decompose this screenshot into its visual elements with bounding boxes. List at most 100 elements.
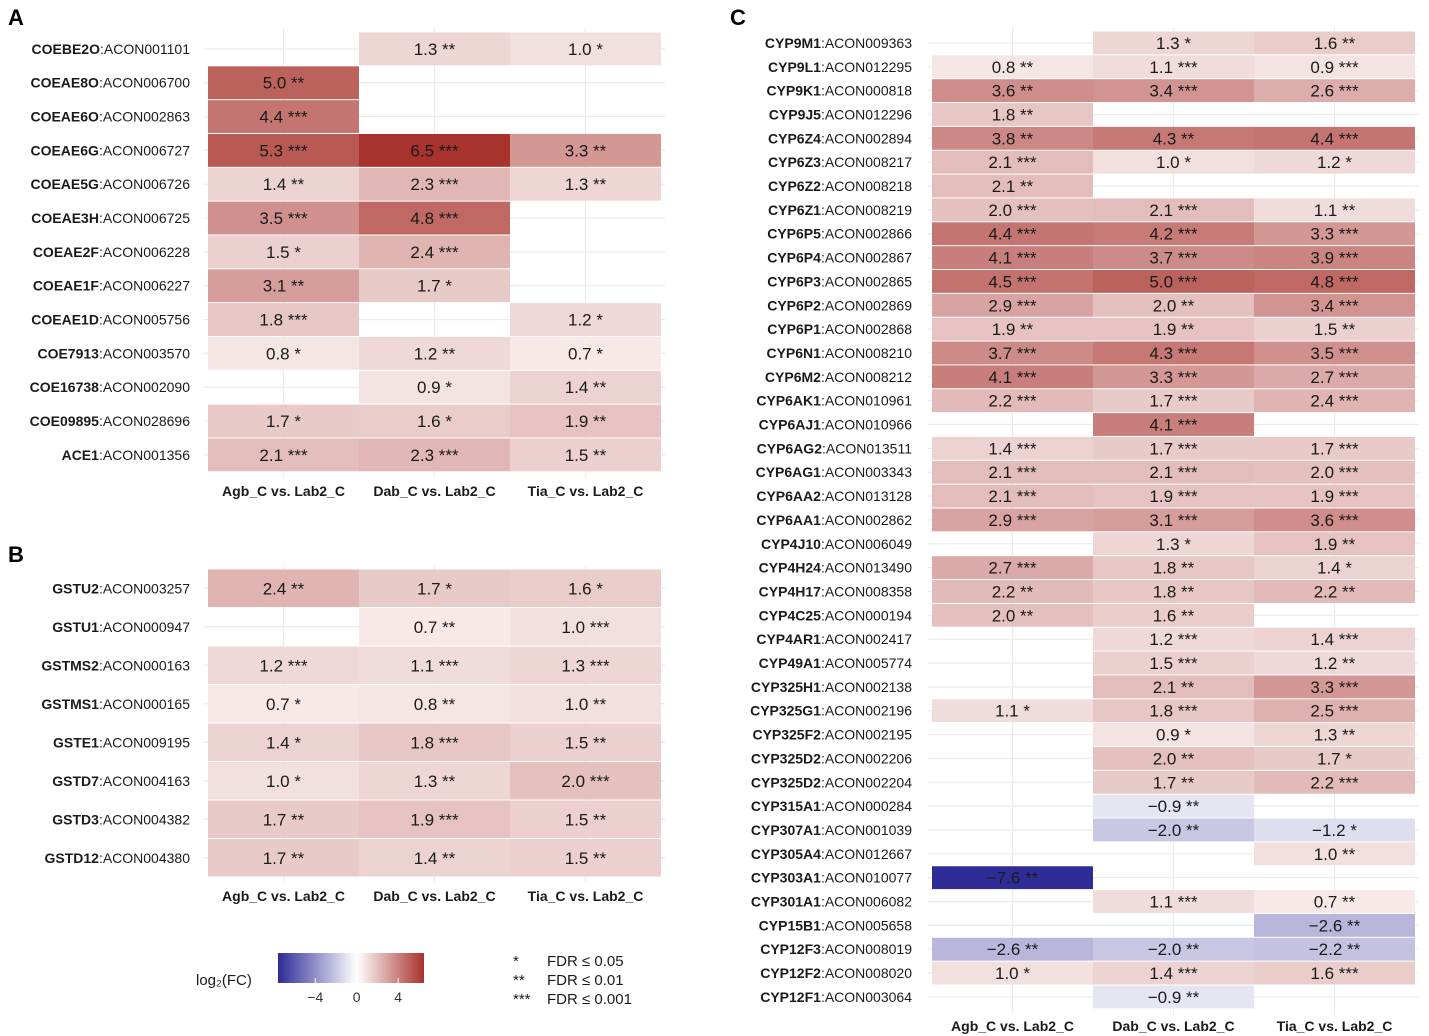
heatmap-row: CYP6Z4:ACON002894 3.8 ** 4.3 ** 4.4 *** bbox=[768, 126, 1415, 150]
cell-value-label: 1.0 ** bbox=[565, 695, 607, 714]
row-label: CYP12F1:ACON003064 bbox=[760, 989, 912, 1005]
cell-value-label: 1.9 ** bbox=[565, 412, 607, 431]
row-label: CYP15B1:ACON005658 bbox=[759, 917, 913, 933]
gene-id: :ACON008212 bbox=[821, 369, 912, 385]
cell-value-label: 1.2 ** bbox=[1314, 654, 1356, 673]
row-label: CYP303A1:ACON010077 bbox=[751, 870, 912, 886]
gene-name: CYP6P5 bbox=[767, 226, 821, 242]
gene-id: :ACON002868 bbox=[821, 321, 912, 337]
heatmap-cell bbox=[359, 235, 510, 269]
cell-value-label: 4.4 *** bbox=[259, 108, 308, 127]
heatmap-cell bbox=[1093, 794, 1254, 818]
gene-id: :ACON002863 bbox=[99, 109, 190, 125]
gene-name: COEAE1D bbox=[31, 312, 99, 328]
gene-name: ACE1 bbox=[62, 447, 100, 463]
gene-id: :ACON003257 bbox=[99, 580, 190, 596]
gene-name: CYP49A1 bbox=[759, 655, 821, 671]
gene-id: :ACON001101 bbox=[100, 41, 190, 57]
heatmap-cell bbox=[932, 293, 1093, 317]
heatmap-cell bbox=[208, 201, 359, 235]
heatmap-cell bbox=[1254, 937, 1415, 961]
gene-name: GSTD12 bbox=[44, 850, 99, 866]
gene-id: :ACON005774 bbox=[821, 655, 912, 671]
cell-value-label: 4.8 *** bbox=[1310, 272, 1359, 291]
row-label: CYP12F3:ACON008019 bbox=[760, 941, 912, 957]
gene-name: COEAE3H bbox=[31, 210, 99, 226]
row-label: CYP4H24:ACON013490 bbox=[759, 560, 913, 576]
panel-label: A bbox=[8, 5, 24, 30]
heatmap-cell bbox=[359, 404, 510, 438]
gene-name: CYP9L1 bbox=[768, 59, 821, 75]
cell-value-label: −2.2 ** bbox=[1309, 940, 1361, 959]
cell-value-label: 2.7 *** bbox=[1310, 368, 1359, 387]
gene-name: CYP301A1 bbox=[751, 894, 821, 910]
gene-id: :ACON006725 bbox=[99, 210, 190, 226]
row-label: CYP307A1:ACON001039 bbox=[751, 822, 912, 838]
row-label: COE7913:ACON003570 bbox=[37, 345, 190, 361]
heatmap-cell bbox=[208, 800, 359, 838]
heatmap-cell bbox=[510, 723, 661, 761]
row-label: CYP6AA2:ACON013128 bbox=[756, 488, 912, 504]
heatmap-cell bbox=[359, 685, 510, 723]
cell-value-label: 1.4 *** bbox=[1149, 964, 1198, 983]
cell-value-label: 1.8 *** bbox=[259, 311, 308, 330]
heatmap-cell bbox=[932, 317, 1093, 341]
heatmap-cell bbox=[1254, 747, 1415, 770]
cell-value-label: 1.4 *** bbox=[988, 439, 1037, 458]
cell-value-label: 0.8 * bbox=[266, 344, 301, 363]
gene-name: CYP4H17 bbox=[759, 583, 821, 599]
heatmap-row: CYP6AJ1:ACON010966 4.1 *** bbox=[759, 413, 1254, 436]
cell-value-label: 5.0 *** bbox=[1149, 272, 1198, 291]
gene-id: :ACON010966 bbox=[821, 417, 912, 433]
heatmap-cell bbox=[1254, 341, 1415, 365]
heatmap-row: CYP6Z1:ACON008219 2.0 *** 2.1 *** 1.1 ** bbox=[768, 198, 1415, 222]
gene-name: CYP6Z3 bbox=[768, 154, 821, 170]
gene-id: :ACON002196 bbox=[821, 703, 912, 719]
heatmap-row: COEAE2F:ACON006228 1.5 * 2.4 *** bbox=[33, 235, 510, 269]
heatmap-cell bbox=[932, 556, 1093, 580]
heatmap-cell bbox=[932, 126, 1093, 150]
heatmap-cell bbox=[1093, 222, 1254, 246]
row-label: COEAE8O:ACON006700 bbox=[30, 75, 190, 91]
gene-name: CYP4AR1 bbox=[756, 631, 821, 647]
heatmap-cell bbox=[932, 198, 1093, 222]
heatmap-cell bbox=[359, 438, 510, 472]
heatmap-cell bbox=[1093, 985, 1254, 1009]
heatmap-cell bbox=[359, 370, 510, 404]
gene-id: :ACON002894 bbox=[821, 130, 912, 146]
heatmap-cell bbox=[1093, 270, 1254, 293]
row-label: CYP6AG2:ACON013511 bbox=[757, 440, 913, 456]
heatmap-cell bbox=[1093, 246, 1254, 269]
heatmap-row: CYP305A4:ACON012667 1.0 ** bbox=[751, 842, 1415, 866]
cell-value-label: 2.1 ** bbox=[1153, 678, 1195, 697]
cell-value-label: 1.9 ** bbox=[1314, 535, 1356, 554]
gene-name: CYP315A1 bbox=[751, 798, 821, 814]
heatmap-cell bbox=[1254, 723, 1415, 746]
gene-id: :ACON001356 bbox=[99, 447, 190, 463]
cell-value-label: −7.6 ** bbox=[987, 869, 1039, 888]
heatmap-row: GSTD12:ACON004380 1.7 ** 1.4 ** 1.5 ** bbox=[44, 839, 661, 877]
heatmap-cell bbox=[1254, 150, 1415, 174]
heatmap-cell bbox=[510, 762, 661, 800]
heatmap-row: GSTD3:ACON004382 1.7 ** 1.9 *** 1.5 ** bbox=[52, 800, 661, 838]
heatmap-cell bbox=[1093, 890, 1254, 913]
significance-stars: ** bbox=[513, 972, 525, 989]
heatmap-row: COE7913:ACON003570 0.8 * 1.2 ** 0.7 * bbox=[37, 336, 661, 370]
significance-label: FDR ≤ 0.05 bbox=[547, 953, 624, 970]
gene-id: :ACON009195 bbox=[99, 734, 190, 750]
cell-value-label: 1.5 ** bbox=[565, 733, 607, 752]
row-label: COEAE6G:ACON006727 bbox=[30, 142, 190, 158]
heatmap-cell bbox=[208, 303, 359, 336]
heatmap-cell bbox=[1254, 532, 1415, 556]
gene-id: :ACON008219 bbox=[821, 202, 912, 218]
cell-value-label: 1.7 *** bbox=[1149, 392, 1198, 411]
heatmap-cell bbox=[1093, 770, 1254, 794]
gene-id: :ACON000284 bbox=[821, 798, 912, 814]
heatmap-cell bbox=[208, 100, 359, 133]
gene-name: CYP325D2 bbox=[751, 774, 821, 790]
heatmap-cell bbox=[359, 201, 510, 235]
heatmap-row: CYP6P1:ACON002868 1.9 ** 1.9 ** 1.5 ** bbox=[767, 317, 1415, 341]
heatmap-cell bbox=[1093, 436, 1254, 460]
heatmap-row: CYP307A1:ACON001039 −2.0 ** −1.2 * bbox=[751, 818, 1415, 842]
